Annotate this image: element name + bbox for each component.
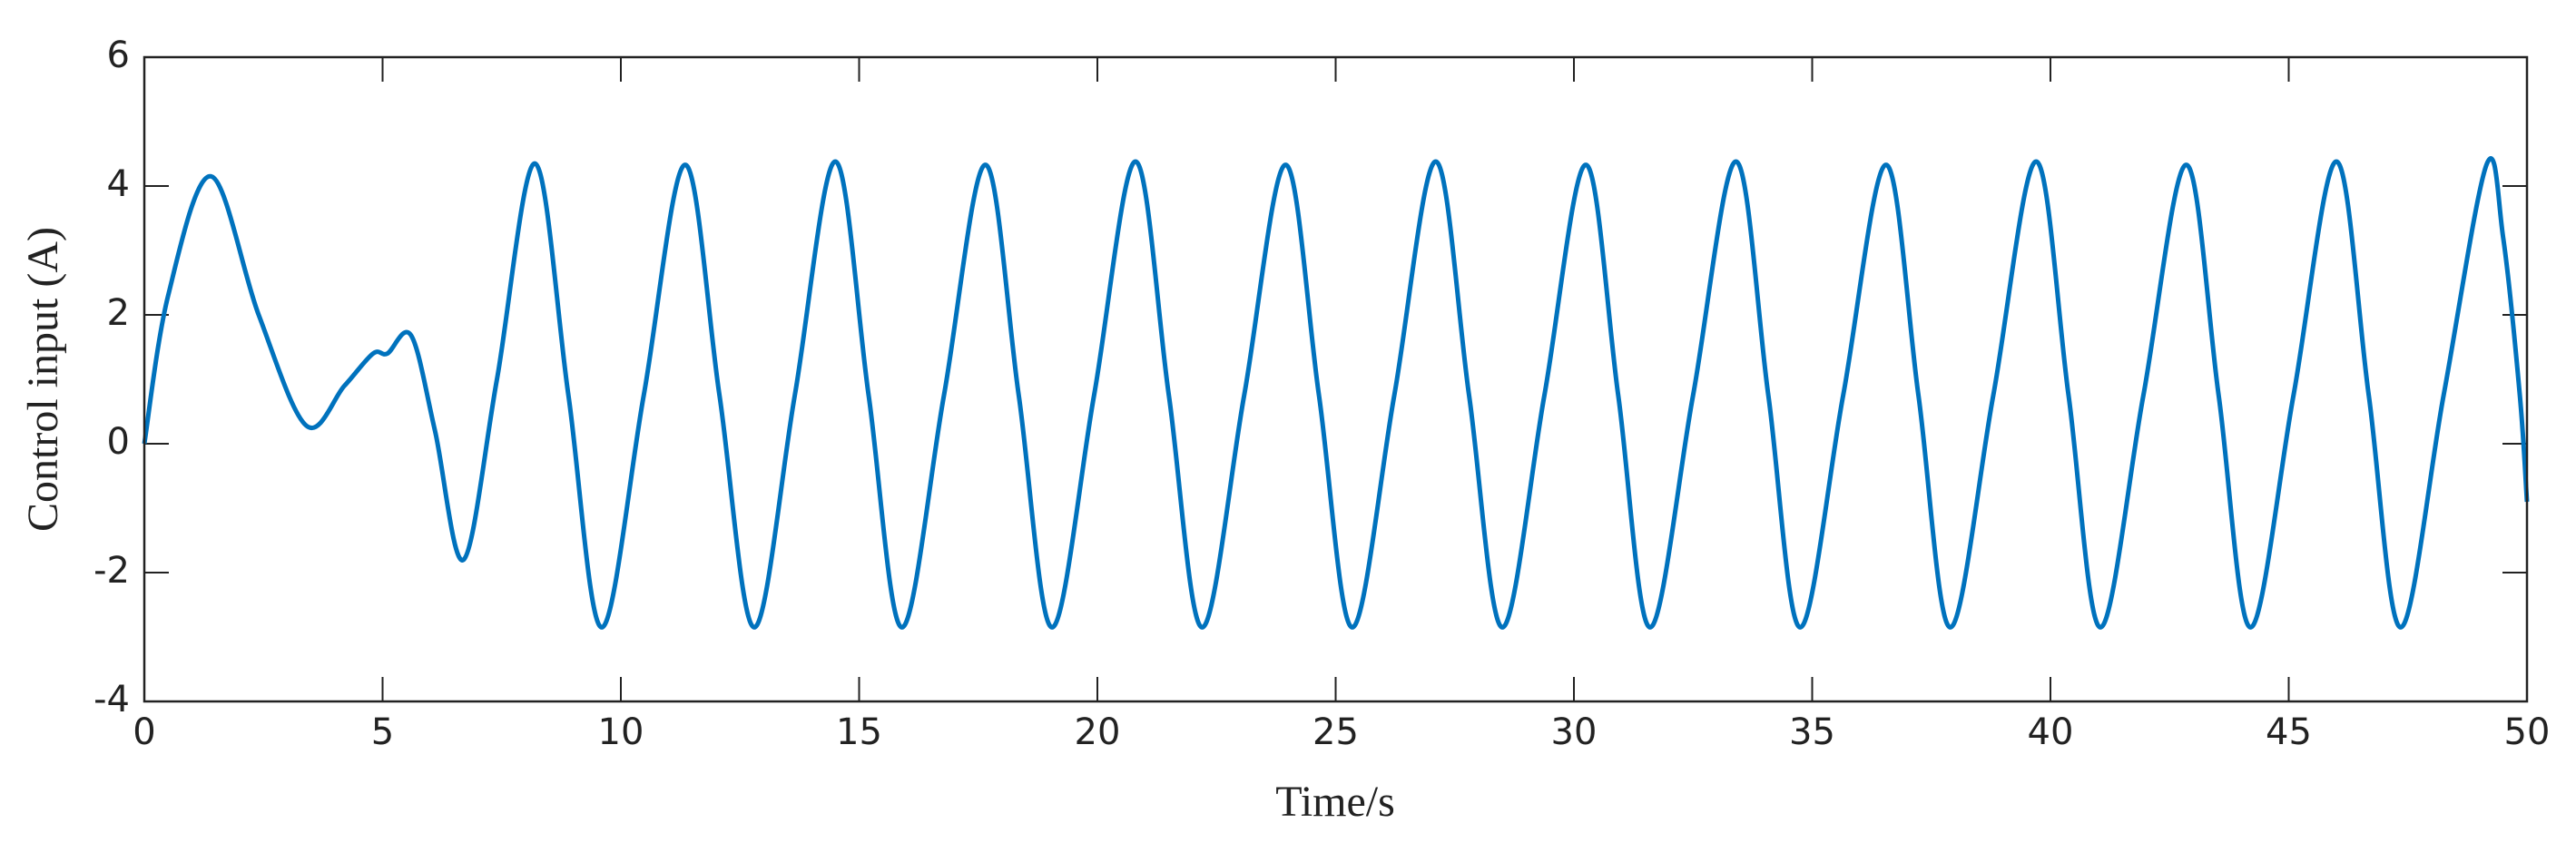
x-tick-label: 50 [2504, 711, 2551, 753]
x-tick-label: 10 [598, 711, 644, 753]
x-tick-label: 20 [1075, 711, 1121, 753]
x-tick-label: 0 [133, 711, 155, 753]
y-tick-label: -2 [93, 550, 130, 592]
x-tick-label: 25 [1313, 711, 1359, 753]
y-tick-label: 2 [107, 292, 130, 334]
x-axis-label: Time/s [1275, 778, 1395, 826]
x-tick-label: 5 [371, 711, 394, 753]
plot-frame [143, 55, 2529, 703]
x-tick-label: 15 [836, 711, 882, 753]
x-tick-label: 30 [1551, 711, 1598, 753]
plot-area [144, 57, 2527, 701]
y-tick-label: 0 [107, 421, 130, 463]
y-tick-label: -4 [93, 679, 130, 720]
y-axis-label: Control input (A) [19, 227, 67, 532]
data-line [142, 156, 2530, 630]
x-tick-label: 40 [2028, 711, 2074, 753]
x-tick-label: 45 [2266, 711, 2312, 753]
y-tick-label: 6 [107, 34, 130, 76]
x-tick-label: 35 [1789, 711, 1835, 753]
y-tick-label: 4 [107, 163, 130, 205]
